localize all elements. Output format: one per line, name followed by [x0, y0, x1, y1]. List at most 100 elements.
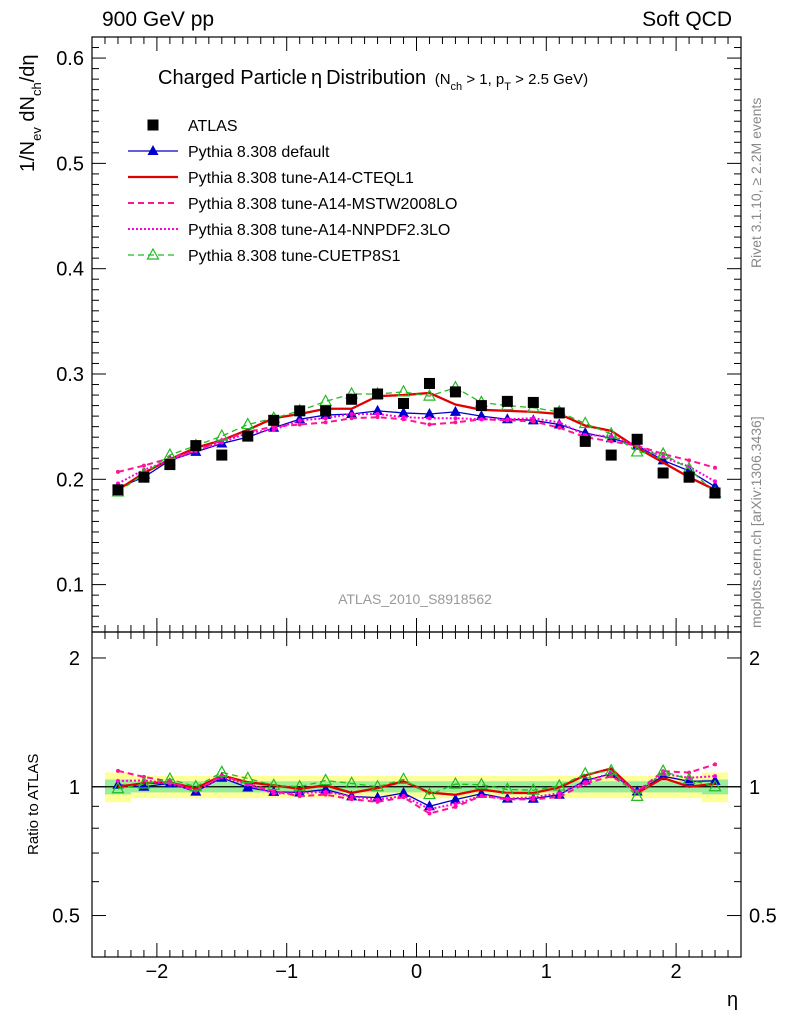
data-point-atlas [553, 407, 565, 419]
y-axis-label: 1/Nev dNch/dη [17, 54, 44, 172]
ratio-tick-label-left: 1 [69, 777, 80, 799]
ratio-marker-cuetp8s1 [708, 779, 722, 792]
ratio-marker-mstw [349, 797, 354, 802]
marker-cuetp8s1 [656, 446, 670, 459]
marker-nnpdf [297, 418, 302, 423]
header-category-label: Soft QCD [642, 8, 732, 31]
y-tick-label: 0.4 [56, 259, 84, 281]
marker-nnpdf [713, 479, 718, 484]
legend-label-nnpdf: Pythia 8.308 tune-A14-NNPDF2.3LO [188, 222, 450, 239]
ratio-marker-cuetp8s1 [319, 773, 333, 786]
ratio-marker-nnpdf [557, 791, 562, 796]
marker-mstw [453, 420, 458, 425]
chart-title-cuts-nch-sub: ch [451, 81, 463, 93]
data-point-atlas [138, 471, 150, 483]
marker-nnpdf [323, 416, 328, 421]
ratio-marker-mstw [297, 794, 302, 799]
ratio-tick-label-left: 2 [69, 648, 80, 670]
data-point-atlas [501, 395, 513, 407]
data-point-atlas [475, 400, 487, 412]
marker-default [475, 410, 487, 421]
marker-mstw [115, 469, 120, 474]
legend-label-cuetp8s1: Pythia 8.308 tune-CUETP8S1 [188, 248, 401, 265]
ratio-marker-mstw [323, 792, 328, 797]
data-point-atlas [320, 405, 332, 417]
chart-title-main: Charged Particle [158, 67, 307, 89]
chart-title-cuts-nch: (N [435, 71, 451, 88]
marker-nnpdf [557, 420, 562, 425]
ratio-marker-mstw [713, 762, 718, 767]
x-tick-label: −1 [275, 961, 298, 983]
data-point-atlas [112, 484, 124, 496]
chart-title: Charged Particle η Distribution (Nch > 1, … [158, 67, 588, 93]
marker-mstw [297, 422, 302, 427]
ratio-marker-mstw [115, 768, 120, 773]
chart-title-cuts-pt-sub: T [504, 81, 511, 93]
ratio-marker-nnpdf [713, 774, 718, 779]
ratio-marker-cuetp8s1 [474, 777, 488, 790]
ratio-tick-label-right: 2 [749, 648, 760, 670]
ratio-marker-nnpdf [219, 775, 224, 780]
ratio-marker-cuetp8s1 [163, 771, 177, 784]
data-point-atlas [398, 397, 410, 409]
chart-title-cuts-post: > 2.5 GeV) [511, 71, 588, 88]
ratio-marker-nnpdf [427, 807, 432, 812]
marker-default [372, 404, 384, 415]
y-tick-label: 0.2 [56, 469, 84, 491]
ratio-marker-cuetp8s1 [630, 789, 644, 801]
ratio-y-axis-label: Ratio to ATLAS [25, 754, 42, 855]
ratio-marker-nnpdf [297, 791, 302, 796]
marker-default [423, 408, 435, 419]
ratio-marker-default [398, 787, 410, 798]
legend-label-default: Pythia 8.308 default [188, 144, 330, 161]
ratio-line-nnpdf [117, 771, 716, 811]
y-tick-label: 0.5 [56, 153, 84, 175]
y-tick-label: 0.6 [56, 48, 84, 70]
ratio-marker-cuetp8s1 [578, 766, 592, 779]
ratio-marker-cuetp8s1 [293, 779, 307, 792]
marker-mstw [713, 465, 718, 470]
chart-title-eta: η [311, 67, 322, 89]
marker-mstw [141, 463, 146, 468]
ratio-marker-mstw [557, 794, 562, 799]
marker-nnpdf [609, 434, 614, 439]
ratio-marker-cuetp8s1 [656, 763, 670, 776]
ratio-marker-nnpdf [375, 797, 380, 802]
x-tick-label: −2 [145, 961, 168, 983]
ratio-marker-nnpdf [245, 782, 250, 787]
marker-default [398, 406, 410, 417]
ratio-marker-default [683, 775, 695, 786]
data-point-atlas [216, 449, 228, 461]
ratio-marker-cuetp8s1 [189, 779, 203, 792]
data-point-atlas [164, 459, 176, 471]
ratio-marker-default [475, 787, 487, 798]
ratio-marker-cuetp8s1 [552, 778, 566, 791]
ratio-marker-cuetp8s1 [397, 772, 411, 784]
y-tick-label: 0.3 [56, 364, 84, 386]
data-point-atlas [657, 467, 669, 479]
data-point-atlas [579, 435, 591, 447]
marker-nnpdf [271, 427, 276, 432]
data-point-atlas [242, 430, 254, 442]
ratio-marker-nnpdf [349, 794, 354, 799]
ratio-marker-nnpdf [531, 795, 536, 800]
marker-nnpdf [427, 416, 432, 421]
ratio-marker-cuetp8s1 [448, 776, 462, 789]
ratio-marker-cuetp8s1 [241, 771, 255, 784]
marker-cuetp8s1 [241, 417, 255, 430]
ratio-line-mstw [117, 763, 716, 815]
x-tick-label: 2 [671, 961, 682, 983]
x-tick-label: 1 [541, 961, 552, 983]
ratio-marker-nnpdf [401, 793, 406, 798]
chart-title-cuts-mid: > 1, p [462, 71, 504, 88]
ratio-marker-cuetp8s1 [604, 763, 618, 776]
ratio-marker-cuetp8s1 [500, 782, 514, 795]
data-point-atlas [423, 377, 435, 389]
ratio-marker-nnpdf [323, 789, 328, 794]
marker-mstw [609, 439, 614, 444]
marker-mstw [427, 422, 432, 427]
ratio-marker-default [449, 793, 461, 804]
data-point-atlas [372, 388, 384, 400]
ratio-tick-label-right: 0.5 [749, 906, 777, 928]
ratio-marker-cuetp8s1 [267, 778, 281, 790]
